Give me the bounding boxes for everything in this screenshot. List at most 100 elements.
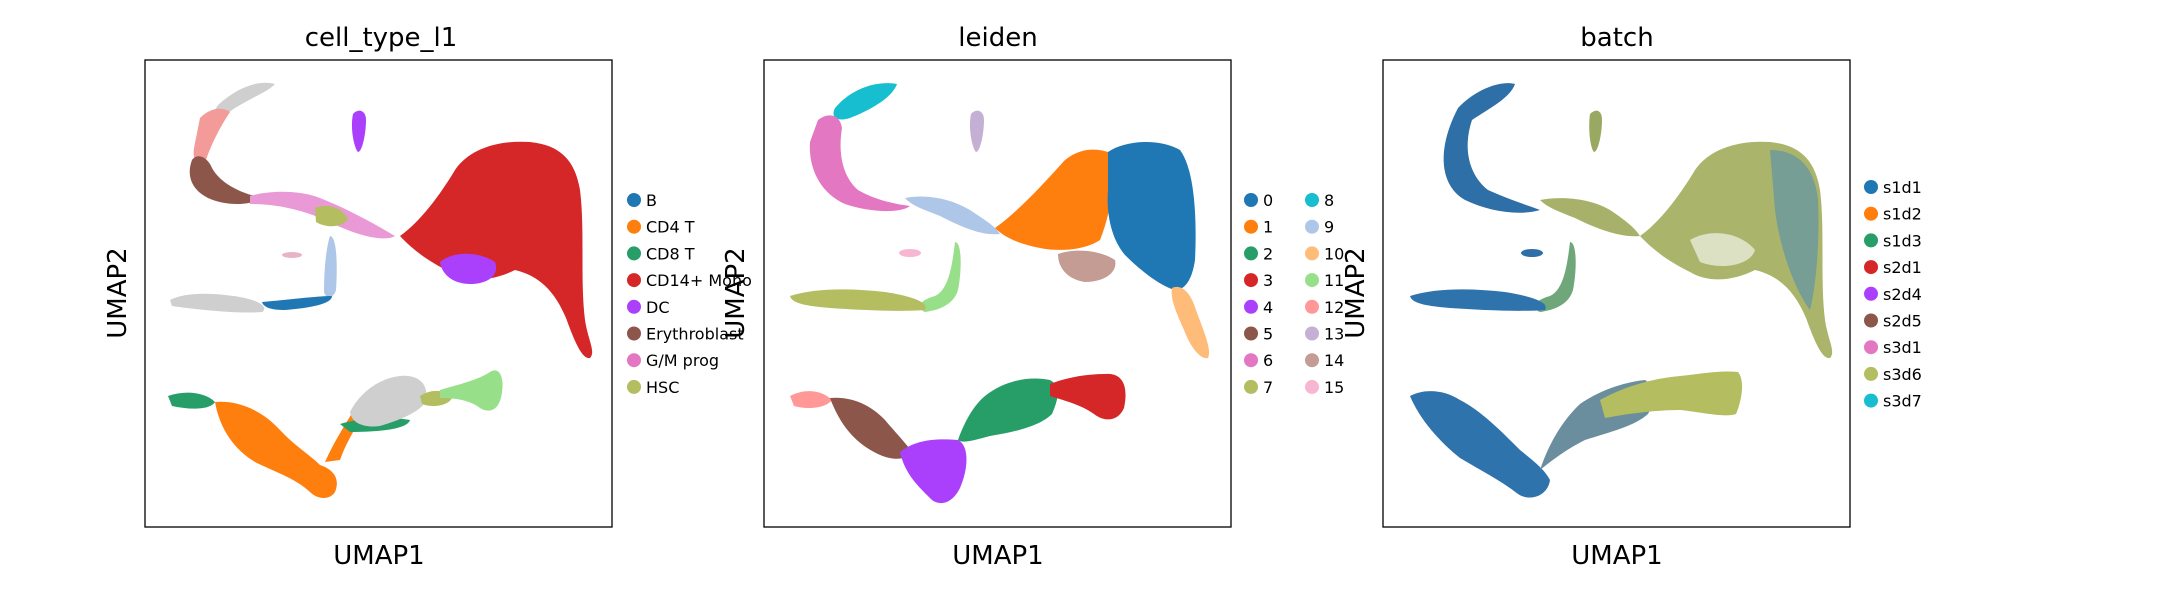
legend-marker [1305,193,1319,207]
cluster-region [400,141,593,359]
legend-marker [1305,353,1319,368]
cluster-region [790,289,926,311]
cluster-region [1410,391,1550,498]
cluster-region [900,439,967,504]
cluster-region [440,253,497,284]
legend-label: 10 [1324,244,1344,263]
panel-title: leiden [958,23,1037,53]
legend-marker [627,246,641,261]
legend-marker [627,219,641,234]
cluster-region [830,397,912,459]
legend-label: 11 [1324,271,1344,290]
legend-marker [1864,260,1878,275]
cluster-region [1058,250,1116,282]
legend-label: CD4 T [646,218,695,237]
legend-label: 2 [1263,244,1273,263]
legend-marker [627,326,641,341]
x-axis-label: UMAP1 [1571,541,1662,571]
legend-label: s2d1 [1883,258,1922,277]
cluster-region [809,115,910,212]
cluster-region [315,205,348,227]
x-axis-label: UMAP1 [333,541,424,571]
y-axis-label: UMAP2 [721,247,751,338]
legend-marker [1305,299,1319,314]
legend-marker [1864,366,1878,381]
legend-marker [1305,219,1319,234]
legend-marker [1244,379,1258,394]
legend-label: HSC [646,378,679,397]
cluster-region [919,242,961,312]
legend-label: 14 [1324,351,1344,370]
cluster-region [1107,141,1196,290]
legend-label: 8 [1324,191,1334,210]
cluster-region [905,196,1000,235]
legend-marker [1244,246,1258,261]
cluster-region [1443,83,1540,213]
cluster-region [1050,373,1126,420]
panel-leiden: leiden [721,23,1344,571]
legend-label: s1d3 [1883,231,1922,250]
legend-marker [1305,273,1319,288]
cluster-region [351,110,366,152]
legend-label: 4 [1263,298,1273,317]
legend-label: s2d4 [1883,285,1922,304]
legend-label: 6 [1263,351,1273,370]
cluster-region [1690,233,1755,266]
legend-label: G/M prog [646,351,719,370]
legend-label: 3 [1263,271,1273,290]
cluster-region [189,156,262,204]
legend-marker [627,273,641,288]
legend-label: s2d5 [1883,312,1922,331]
legend-label: s3d7 [1883,392,1922,411]
cluster-region [969,110,984,152]
panel-batch: batch UMAP [1341,23,1922,571]
cluster-region [350,375,427,427]
legend-marker [1864,393,1878,408]
legend-marker [1244,193,1258,207]
legend-label: 13 [1324,325,1344,344]
legend-marker [1305,326,1319,341]
legend-label: DC [646,298,670,317]
legend-marker [1864,313,1878,328]
cluster-region [1770,150,1819,310]
cluster-region [262,296,332,310]
y-axis-label: UMAP2 [103,247,133,338]
legend-label: 0 [1263,191,1273,210]
cluster-region [168,392,215,409]
legend-label: Erythroblast [646,325,744,344]
legend-marker [1864,340,1878,355]
legend-label: s3d6 [1883,365,1922,384]
scatter-cloud [1410,83,1833,498]
legend-label: s3d1 [1883,338,1922,357]
legend-marker [1244,219,1258,234]
cluster-region [1534,242,1576,312]
cluster-region [1589,110,1602,152]
panel-title: cell_type_l1 [305,23,458,53]
cluster-region [282,252,302,258]
legend: s1d1 s1d2 s1d3 s2d1 s2d4 s2d5 s3d1 s3d6 s3d7 [1864,178,1922,411]
cluster-region [193,108,230,164]
cluster-region [170,293,265,313]
scatter-cloud [790,83,1210,504]
scatter-cloud [168,82,593,498]
legend-marker [1244,326,1258,341]
cluster-region [899,249,921,257]
legend-marker [627,379,641,394]
cluster-region [1410,289,1546,311]
cluster-region [1600,371,1743,418]
legend-label: 5 [1263,325,1273,344]
plot-frame [144,59,613,528]
cluster-region [958,378,1058,442]
legend-marker [1305,246,1319,261]
y-axis-label: UMAP2 [1341,247,1371,338]
legend-marker [1244,299,1258,314]
legend-label: B [646,191,657,210]
cluster-region [833,83,897,120]
legend-marker [1864,286,1878,301]
legend: B CD4 T CD8 T CD14+ Mono DC Erythroblast G/M p… [627,191,752,397]
legend-label: 7 [1263,378,1273,397]
legend-label: 9 [1324,218,1334,237]
legend-marker [1305,379,1319,394]
